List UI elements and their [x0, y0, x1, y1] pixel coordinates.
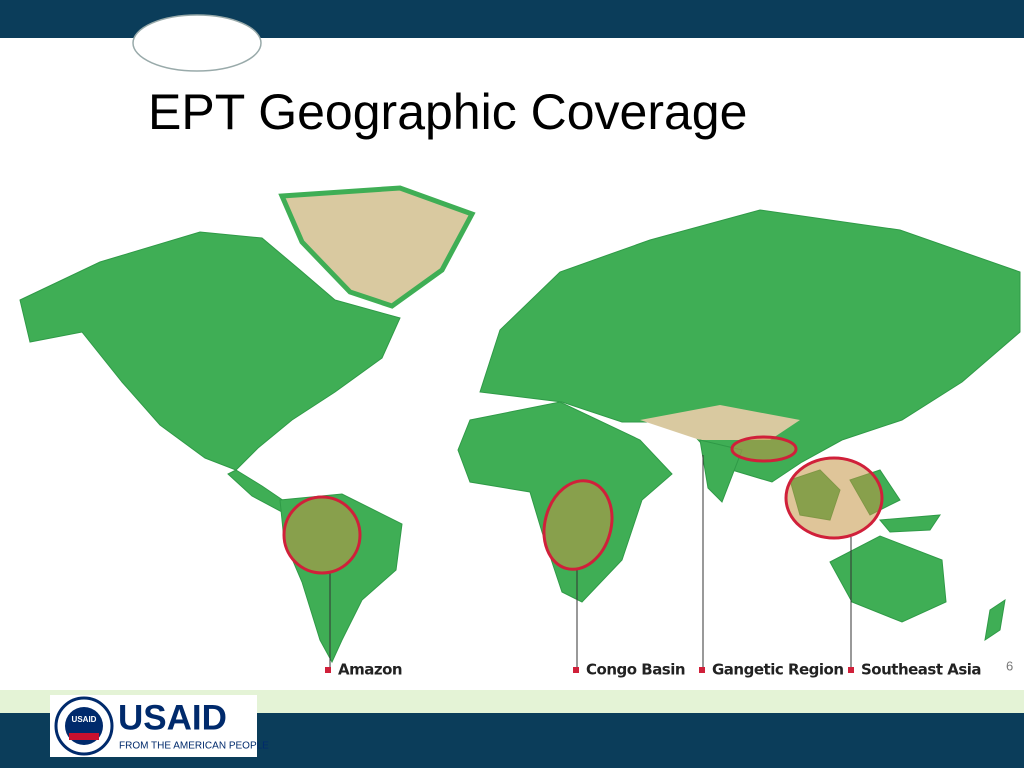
usaid-logo: USAID USAID FROM THE AMERICAN PEOPLE: [50, 695, 269, 757]
seal-stripes: [69, 733, 99, 740]
logo-name: USAID: [118, 698, 227, 737]
label-marker: [325, 667, 331, 673]
greenland: [278, 185, 476, 309]
label-marker: [848, 667, 854, 673]
slide-title: EPT Geographic Coverage: [148, 84, 747, 140]
india: [699, 439, 743, 503]
header-oval: [132, 14, 262, 72]
plateau: [640, 405, 800, 440]
seal-text: USAID: [72, 715, 97, 724]
gangetic-highlight: [730, 435, 798, 463]
southeast-asia-highlight: [784, 456, 884, 540]
region-label: Gangetic Region: [712, 661, 844, 679]
page-number: 6: [1006, 658, 1013, 673]
world-map: [19, 185, 1021, 664]
label-marker: [699, 667, 705, 673]
coverage-highlights: [282, 435, 884, 668]
australia: [829, 535, 947, 623]
region-labels: Amazon Congo Basin Gangetic Region South…: [325, 661, 982, 679]
new-zealand: [984, 598, 1006, 642]
logo-tagline: FROM THE AMERICAN PEOPLE: [119, 741, 269, 752]
north-america: [19, 231, 401, 471]
region-label: Amazon: [338, 661, 402, 679]
congo-highlight: [542, 479, 614, 571]
region-label: Congo Basin: [586, 661, 685, 679]
amazon-highlight: [282, 495, 362, 575]
label-marker: [573, 667, 579, 673]
region-label: Southeast Asia: [861, 661, 981, 679]
